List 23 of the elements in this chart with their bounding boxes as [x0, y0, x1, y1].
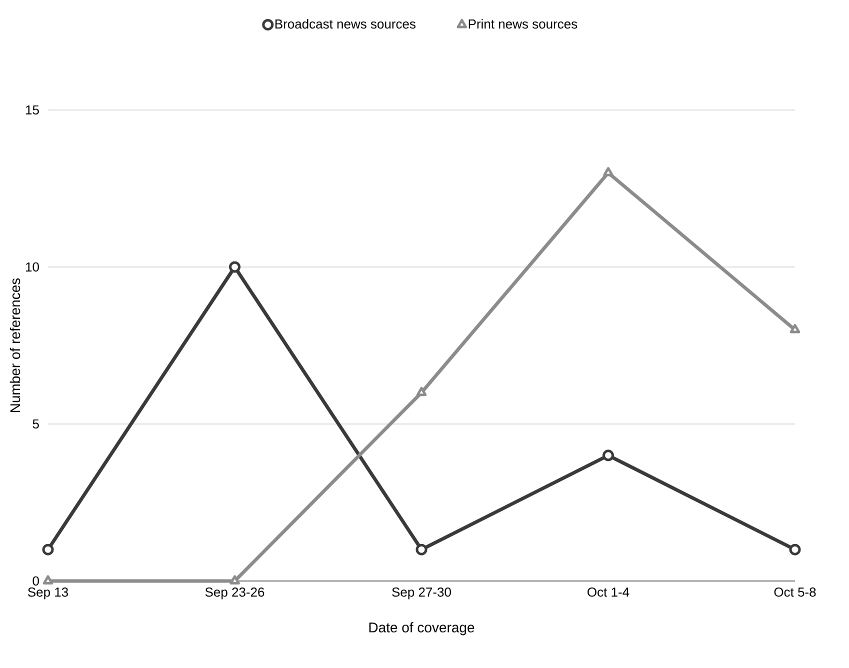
y-axis-title: Number of references: [10, 278, 20, 412]
x-tick-label: Oct 1-4: [588, 588, 630, 597]
legend-label: Broadcast news sources: [275, 19, 416, 29]
point: [416, 544, 428, 556]
point: [229, 261, 241, 273]
point: [42, 575, 54, 584]
y-tick-label: 15: [26, 105, 39, 115]
point: [42, 544, 54, 556]
y-tick-label: 0: [32, 576, 39, 586]
point: [230, 575, 240, 584]
x-tick-label: Sep 23-26: [205, 588, 264, 600]
x-tick-label: Oct 5-8: [774, 588, 816, 597]
x-tick-label: Sep 13: [28, 588, 68, 600]
point: [602, 450, 614, 462]
x-tick-label: Sep 27-30: [392, 588, 451, 600]
x-axis-title: Date of coverage: [369, 622, 474, 636]
y-tick-label: 5: [32, 419, 39, 429]
legend-label: Print news sources: [468, 19, 578, 29]
point: [603, 167, 614, 176]
point: [790, 324, 800, 334]
point: [416, 386, 427, 396]
y-tick-label: 10: [26, 262, 39, 272]
point: [789, 544, 801, 556]
